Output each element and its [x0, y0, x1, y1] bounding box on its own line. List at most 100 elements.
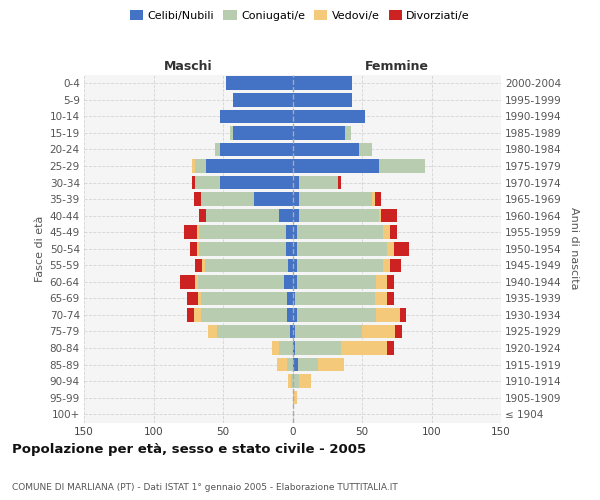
Bar: [215, 142, 220, 156]
Bar: [296, 258, 383, 272]
Text: COMUNE DI MARLIANA (PT) - Dati ISTAT 1° gennaio 2005 - Elaborazione TUTTITALIA.I: COMUNE DI MARLIANA (PT) - Dati ISTAT 1° …: [12, 483, 398, 492]
Bar: [190, 242, 197, 256]
Bar: [287, 292, 293, 305]
Bar: [195, 275, 198, 288]
Bar: [383, 258, 390, 272]
Bar: [293, 324, 295, 338]
Bar: [208, 324, 217, 338]
Bar: [293, 110, 365, 123]
Bar: [390, 226, 397, 239]
Bar: [387, 242, 394, 256]
Bar: [220, 142, 293, 156]
Bar: [193, 176, 195, 190]
Bar: [230, 126, 233, 140]
Bar: [206, 209, 278, 222]
Bar: [394, 242, 409, 256]
Bar: [198, 275, 284, 288]
Bar: [197, 242, 199, 256]
Bar: [299, 192, 372, 206]
Bar: [293, 258, 296, 272]
Bar: [202, 258, 205, 272]
Bar: [338, 176, 341, 190]
Bar: [277, 358, 287, 372]
Text: Femmine: Femmine: [365, 60, 429, 72]
Bar: [295, 342, 341, 355]
Bar: [374, 292, 387, 305]
Bar: [180, 275, 195, 288]
Bar: [195, 159, 206, 173]
Bar: [296, 226, 383, 239]
Bar: [286, 242, 293, 256]
Bar: [317, 358, 344, 372]
Bar: [390, 258, 401, 272]
Bar: [372, 192, 374, 206]
Bar: [201, 308, 287, 322]
Bar: [226, 76, 293, 90]
Bar: [346, 126, 351, 140]
Bar: [205, 258, 289, 272]
Bar: [379, 159, 425, 173]
Bar: [194, 192, 201, 206]
Bar: [296, 308, 376, 322]
Bar: [293, 93, 352, 106]
Bar: [201, 192, 254, 206]
Bar: [284, 275, 293, 288]
Bar: [198, 292, 201, 305]
Bar: [295, 292, 374, 305]
Bar: [291, 374, 293, 388]
Bar: [293, 176, 299, 190]
Bar: [287, 308, 293, 322]
Bar: [298, 358, 317, 372]
Bar: [233, 126, 293, 140]
Bar: [289, 374, 291, 388]
Bar: [287, 358, 293, 372]
Bar: [199, 209, 206, 222]
Bar: [383, 226, 390, 239]
Bar: [293, 226, 296, 239]
Bar: [294, 391, 296, 404]
Bar: [400, 308, 406, 322]
Bar: [293, 342, 295, 355]
Bar: [376, 275, 387, 288]
Bar: [220, 176, 293, 190]
Bar: [293, 192, 299, 206]
Bar: [295, 324, 362, 338]
Bar: [199, 242, 286, 256]
Bar: [296, 242, 387, 256]
Bar: [293, 358, 298, 372]
Bar: [197, 226, 199, 239]
Bar: [293, 126, 346, 140]
Bar: [293, 275, 296, 288]
Bar: [379, 209, 382, 222]
Bar: [206, 159, 293, 173]
Bar: [299, 176, 338, 190]
Bar: [233, 93, 293, 106]
Bar: [293, 142, 359, 156]
Legend: Celibi/Nubili, Coniugati/e, Vedovi/e, Divorziati/e: Celibi/Nubili, Coniugati/e, Vedovi/e, Di…: [125, 6, 475, 25]
Bar: [201, 292, 287, 305]
Y-axis label: Anni di nascita: Anni di nascita: [569, 208, 578, 290]
Bar: [220, 110, 293, 123]
Bar: [272, 342, 278, 355]
Bar: [290, 324, 293, 338]
Bar: [293, 76, 352, 90]
Bar: [194, 308, 201, 322]
Bar: [195, 258, 202, 272]
Bar: [376, 308, 400, 322]
Bar: [293, 209, 299, 222]
Bar: [395, 324, 403, 338]
Bar: [362, 324, 395, 338]
Bar: [199, 226, 286, 239]
Text: Popolazione per età, sesso e stato civile - 2005: Popolazione per età, sesso e stato civil…: [12, 442, 366, 456]
Bar: [254, 192, 293, 206]
Y-axis label: Fasce di età: Fasce di età: [35, 216, 46, 282]
Bar: [278, 209, 293, 222]
Bar: [217, 324, 290, 338]
Bar: [293, 308, 296, 322]
Bar: [195, 176, 220, 190]
Bar: [184, 226, 197, 239]
Bar: [187, 308, 194, 322]
Bar: [187, 292, 198, 305]
Bar: [299, 374, 311, 388]
Bar: [387, 292, 394, 305]
